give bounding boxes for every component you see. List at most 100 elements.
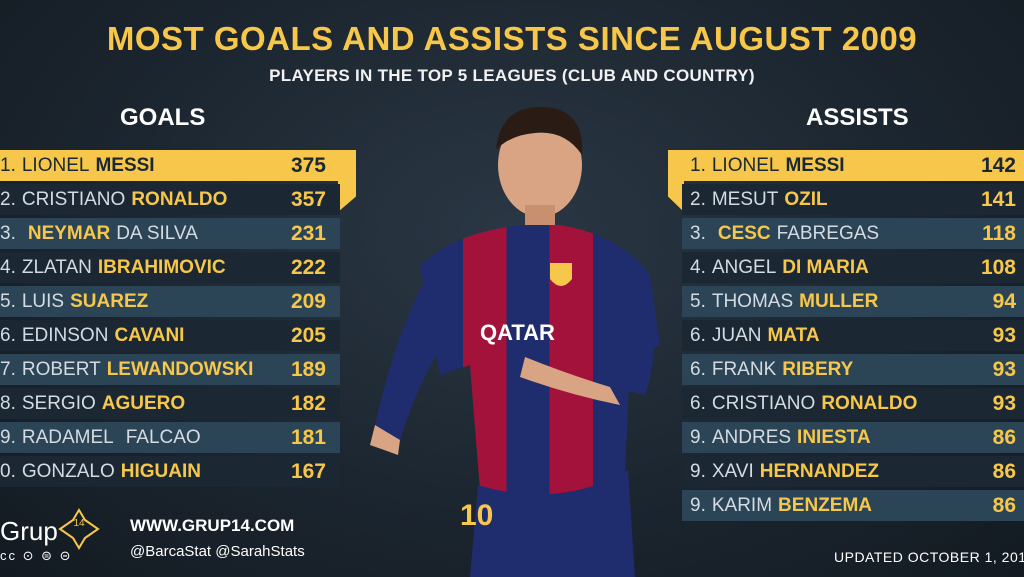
first-name: EDINSON	[21, 324, 109, 346]
name-suffix: FABREGAS	[776, 222, 880, 244]
first-name: KARIM	[711, 494, 773, 516]
assists-row: 9. XAVI HERNANDEZ 86	[682, 456, 1024, 487]
stat-value: 86	[992, 493, 1016, 517]
svg-text:QATAR: QATAR	[480, 320, 555, 345]
last-name: CESC	[717, 222, 771, 244]
first-name: JUAN	[711, 324, 762, 346]
goals-row: 4. ZLATAN IBRAHIMOVIC 222	[0, 252, 340, 283]
rank-number: 3.	[0, 222, 16, 244]
last-name: MULLER	[799, 290, 879, 312]
website-link[interactable]: WWW.GRUP14.COM	[130, 516, 295, 535]
goals-list: 1. LIONEL MESSI 375 2. CRISTIANO RONALDO 357 3. N…	[0, 150, 340, 490]
assists-row: 9. KARIM BENZEMA 86	[682, 490, 1024, 521]
rank-number: 5.	[0, 290, 16, 312]
last-name: SUAREZ	[70, 290, 149, 312]
last-name: IBRAHIMOVIC	[97, 256, 226, 278]
assists-row: 4. ANGEL DI MARIA 108	[682, 252, 1024, 283]
updated-date: UPDATED OCTOBER 1, 201	[834, 549, 1024, 565]
grup14-logo-icon: 14	[58, 508, 100, 550]
assists-row: 3. CESC FABREGAS 118	[682, 218, 1024, 249]
rank-number: 4.	[0, 256, 16, 278]
brand-number: 14	[73, 518, 85, 529]
first-name: CRISTIANO	[711, 392, 816, 414]
goals-row: 8. SERGIO AGUERO 182	[0, 388, 340, 419]
first-name: GONZALO	[21, 460, 115, 482]
rank-number: 6.	[0, 324, 16, 346]
stat-value: 182	[290, 391, 326, 415]
stat-value: 93	[992, 357, 1016, 381]
stat-value: 141	[980, 187, 1016, 211]
last-name: MESSI	[95, 154, 155, 176]
rank-number: 4.	[690, 256, 706, 278]
stat-value: 108	[980, 255, 1016, 279]
last-name: BENZEMA	[778, 494, 872, 516]
rank-number: 0.	[0, 460, 16, 482]
last-name: LEWANDOWSKI	[106, 358, 254, 380]
goals-row: 0. GONZALO HIGUAIN 167	[0, 456, 340, 487]
first-name: MESUT	[711, 188, 779, 210]
goals-heading: GOALS	[120, 104, 206, 131]
first-name: SERGIO	[21, 392, 96, 414]
assists-list: 1. LIONEL MESSI 142 2. MESUT OZIL 141 3. CESC FABR…	[682, 150, 1024, 524]
rank-number: 1.	[690, 154, 706, 176]
stat-value: 357	[290, 187, 326, 211]
rank-number: 9.	[690, 426, 706, 448]
first-name: THOMAS	[711, 290, 794, 312]
assists-row: 5. THOMAS MULLER 94	[682, 286, 1024, 317]
stat-value: 94	[992, 289, 1016, 313]
goals-row: 6. EDINSON CAVANI 205	[0, 320, 340, 351]
first-name: ROBERT	[21, 358, 101, 380]
first-name: LIONEL	[711, 154, 780, 176]
first-name: CRISTIANO	[21, 188, 126, 210]
stat-value: 86	[992, 459, 1016, 483]
goals-row: 2. CRISTIANO RONALDO 357	[0, 184, 340, 215]
first-name: FRANK	[711, 358, 777, 380]
rank-number: 9.	[690, 460, 706, 482]
stat-value: 86	[992, 425, 1016, 449]
first-name: LIONEL	[21, 154, 90, 176]
first-name: ANGEL	[711, 256, 777, 278]
rank-number: 1.	[0, 154, 16, 176]
stat-value: 93	[992, 391, 1016, 415]
stat-value: 118	[982, 221, 1016, 245]
last-name: RIBERY	[782, 358, 854, 380]
last-name: DI MARIA	[782, 256, 869, 278]
first-name: ZLATAN	[21, 256, 92, 278]
last-name: NEYMAR	[27, 222, 111, 244]
rank-number: 6.	[690, 324, 706, 346]
last-name: RONALDO	[821, 392, 918, 414]
rank-number: 9.	[690, 494, 706, 516]
stat-value: 205	[290, 323, 326, 347]
social-handles: @BarcaStat @SarahStats	[130, 543, 305, 560]
rank-number: 2.	[690, 188, 706, 210]
stat-value: 142	[980, 153, 1016, 177]
player-image: 10 QATAR	[370, 106, 660, 577]
rank-number: 3.	[690, 222, 706, 244]
assists-row: 6. JUAN MATA 93	[682, 320, 1024, 351]
stat-value: 375	[290, 153, 326, 177]
last-name: AGUERO	[101, 392, 186, 414]
assists-heading: ASSISTS	[806, 104, 909, 131]
assists-row: 6. CRISTIANO RONALDO 93	[682, 388, 1024, 419]
stat-value: 167	[290, 459, 326, 483]
goals-row: 3. NEYMAR DA SILVA 231	[0, 218, 340, 249]
first-name: LUIS	[21, 290, 65, 312]
name-suffix: FALCAO	[125, 426, 201, 448]
last-name: MATA	[767, 324, 820, 346]
rank-number: 5.	[690, 290, 706, 312]
last-name: INIESTA	[797, 426, 871, 448]
stat-value: 222	[290, 255, 326, 279]
rank-number: 7.	[0, 358, 16, 380]
first-name: RADAMEL	[21, 426, 114, 448]
name-suffix: DA SILVA	[116, 222, 198, 244]
last-name: HERNANDEZ	[759, 460, 880, 482]
assists-row: 2. MESUT OZIL 141	[682, 184, 1024, 215]
rank-number: 8.	[0, 392, 16, 414]
rank-number: 6.	[690, 358, 706, 380]
assists-row: 9. ANDRES INIESTA 86	[682, 422, 1024, 453]
stat-value: 231	[290, 221, 326, 245]
last-name: RONALDO	[131, 188, 228, 210]
first-name: ANDRES	[711, 426, 792, 448]
assists-row: 6. FRANK RIBERY 93	[682, 354, 1024, 385]
first-name: XAVI	[711, 460, 754, 482]
